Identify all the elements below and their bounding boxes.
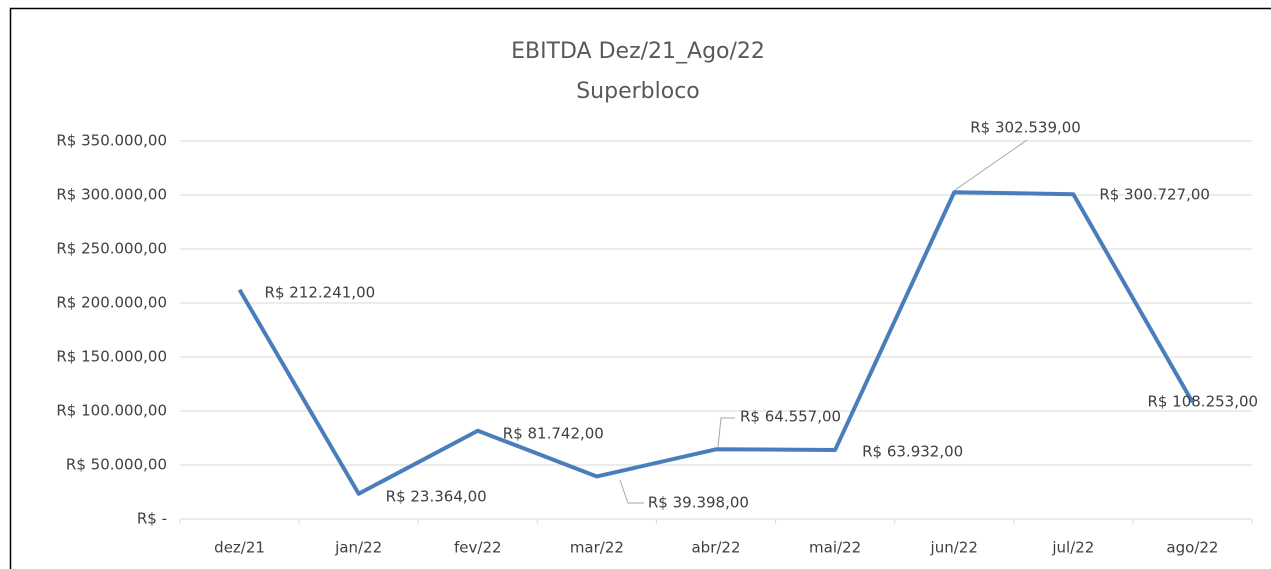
leader-line (619, 479, 644, 504)
leader-line (717, 417, 735, 448)
data-label: R$ 108.253,00 (1147, 393, 1258, 411)
x-tick-label: mai/22 (809, 539, 861, 557)
data-label: R$ 64.557,00 (740, 408, 841, 426)
x-tick-label: dez/21 (214, 539, 265, 557)
chart-subtitle: Superbloco (576, 79, 700, 104)
x-tick-label: mar/22 (570, 539, 624, 557)
data-label: R$ 39.398,00 (648, 494, 749, 512)
data-label: R$ 81.742,00 (503, 425, 604, 443)
data-label: R$ 302.539,00 (970, 119, 1081, 137)
y-tick-label: R$ 300.000,00 (56, 186, 167, 204)
y-tick-label: R$ 100.000,00 (56, 402, 167, 420)
y-tick-label: R$ 150.000,00 (56, 348, 167, 366)
data-label: R$ 300.727,00 (1099, 186, 1210, 204)
data-label: R$ 212.241,00 (265, 284, 376, 302)
y-tick-label: R$ 50.000,00 (66, 456, 167, 474)
chart-title: EBITDA Dez/21_Ago/22 (511, 39, 765, 64)
y-tick-label: R$ 200.000,00 (56, 294, 167, 312)
x-tick-label: abr/22 (691, 539, 740, 557)
x-tick-label: fev/22 (454, 539, 502, 557)
x-tick-label: ago/22 (1166, 539, 1218, 557)
y-tick-label: R$ 350.000,00 (56, 132, 167, 150)
y-tick-label: R$ 250.000,00 (56, 240, 167, 258)
leader-line (954, 139, 1028, 191)
chart-border (9, 7, 1271, 569)
x-tick-label: jan/22 (334, 539, 382, 557)
y-tick-label: R$ - (137, 510, 167, 528)
data-label: R$ 63.932,00 (862, 443, 963, 461)
data-label: R$ 23.364,00 (386, 488, 487, 506)
series-line (237, 190, 1195, 496)
x-tick-label: jun/22 (930, 539, 978, 557)
x-tick-label: jul/22 (1051, 539, 1094, 557)
